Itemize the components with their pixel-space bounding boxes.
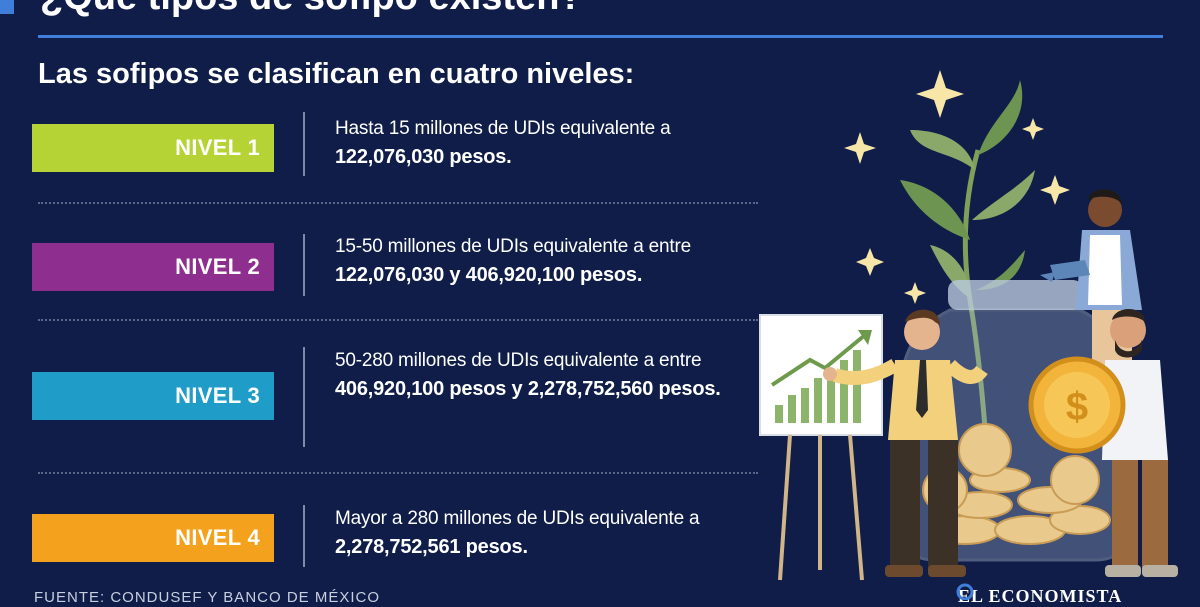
- level-3-description: 50-280 millones de UDIs equivalente a en…: [335, 347, 735, 404]
- man-holding-coin-figure: $: [1028, 308, 1178, 577]
- level-3-amount: 406,920,100 pesos y 2,278,752,560 pesos.: [335, 378, 721, 400]
- level-4-label: NIVEL 4: [175, 525, 260, 550]
- level-divider: [38, 319, 758, 321]
- level-2-separator: [303, 234, 305, 296]
- title-divider: [38, 35, 1163, 38]
- level-2-label: NIVEL 2: [175, 254, 260, 279]
- level-2-text: 15-50 millones de UDIs equivalente a ent…: [335, 236, 691, 257]
- level-4-amount: 2,278,752,561 pesos.: [335, 536, 528, 558]
- level-1-label: NIVEL 1: [175, 135, 260, 160]
- level-3-separator: [303, 347, 305, 447]
- level-1-description: Hasta 15 millones de UDIs equivalente a …: [335, 115, 755, 172]
- level-3-label: NIVEL 3: [175, 383, 260, 408]
- svg-text:$: $: [1066, 385, 1088, 429]
- level-1-separator: [303, 112, 305, 176]
- level-4-badge: NIVEL 4: [32, 514, 274, 562]
- sparkle-icons: [844, 70, 1070, 304]
- growth-chart-board: [759, 314, 883, 581]
- money-jar-growth-illustration: $: [759, 70, 1178, 600]
- level-1-badge: NIVEL 1: [32, 124, 274, 172]
- level-4-description: Mayor a 280 millones de UDIs equivalente…: [335, 505, 755, 562]
- page-subtitle: Las sofipos se clasifican en cuatro nive…: [38, 58, 635, 90]
- level-1-amount: 122,076,030 pesos.: [335, 146, 512, 168]
- source-note: FUENTE: CONDUSEF Y BANCO DE MÉXICO: [34, 589, 380, 606]
- level-divider: [38, 202, 758, 204]
- level-divider: [38, 472, 758, 474]
- page-title: ¿Qué tipos de sofipo existen?: [40, 0, 583, 19]
- level-2-description: 15-50 millones de UDIs equivalente a ent…: [335, 233, 755, 290]
- level-2-badge: NIVEL 2: [32, 243, 274, 291]
- corner-accent: [0, 0, 14, 14]
- level-4-separator: [303, 505, 305, 567]
- level-3-text: 50-280 millones de UDIs equivalente a en…: [335, 350, 702, 371]
- level-1-text: Hasta 15 millones de UDIs equivalente a: [335, 118, 671, 139]
- brand-icon: [956, 583, 974, 600]
- level-2-amount: 122,076,030 y 406,920,100 pesos.: [335, 264, 643, 286]
- man-pointing-figure: [823, 309, 988, 577]
- level-4-text: Mayor a 280 millones de UDIs equivalente…: [335, 508, 700, 529]
- level-3-badge: NIVEL 3: [32, 372, 274, 420]
